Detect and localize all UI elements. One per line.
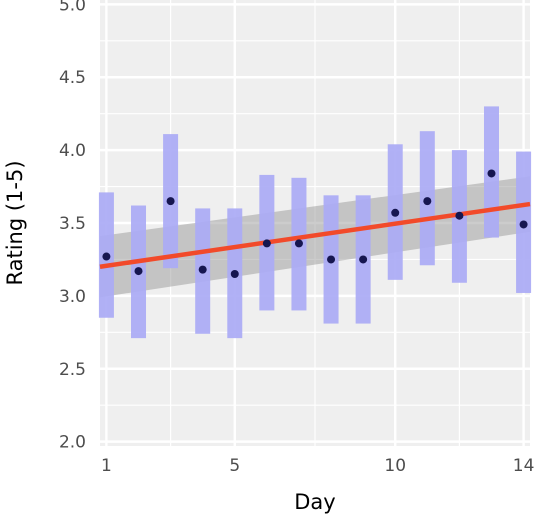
y-tick-label: 2.5 — [59, 360, 86, 380]
x-axis-title: Day — [294, 490, 335, 514]
y-tick-label: 4.0 — [59, 141, 86, 161]
mean-point — [423, 197, 432, 206]
mean-point — [294, 239, 303, 248]
mean-point — [262, 239, 271, 248]
mean-point — [359, 255, 368, 264]
y-tick-label: 5.0 — [59, 0, 86, 15]
mean-point — [230, 270, 239, 279]
y-tick-label: 3.5 — [59, 214, 86, 234]
mean-points — [102, 169, 528, 279]
x-tick-label: 14 — [513, 456, 535, 476]
mean-point — [327, 255, 336, 264]
mean-point — [166, 197, 175, 206]
y-tick-label: 4.5 — [59, 68, 86, 88]
x-tick-label: 10 — [384, 456, 406, 476]
x-tick-labels: 1 5 10 14 — [101, 456, 534, 476]
mean-point — [455, 211, 464, 220]
mean-point — [198, 265, 207, 274]
y-axis-title: Rating (1-5) — [3, 160, 27, 285]
mean-point — [391, 208, 400, 217]
mean-point — [487, 169, 496, 178]
y-tick-label: 3.0 — [59, 287, 86, 307]
x-tick-label: 1 — [101, 456, 112, 476]
y-tick-label: 2.0 — [59, 433, 86, 453]
mean-point — [519, 220, 528, 229]
x-tick-label: 5 — [229, 456, 240, 476]
y-tick-labels: 2.0 2.5 3.0 3.5 4.0 4.5 5.0 — [59, 0, 86, 453]
mean-point — [134, 267, 143, 276]
mean-point — [102, 252, 111, 261]
